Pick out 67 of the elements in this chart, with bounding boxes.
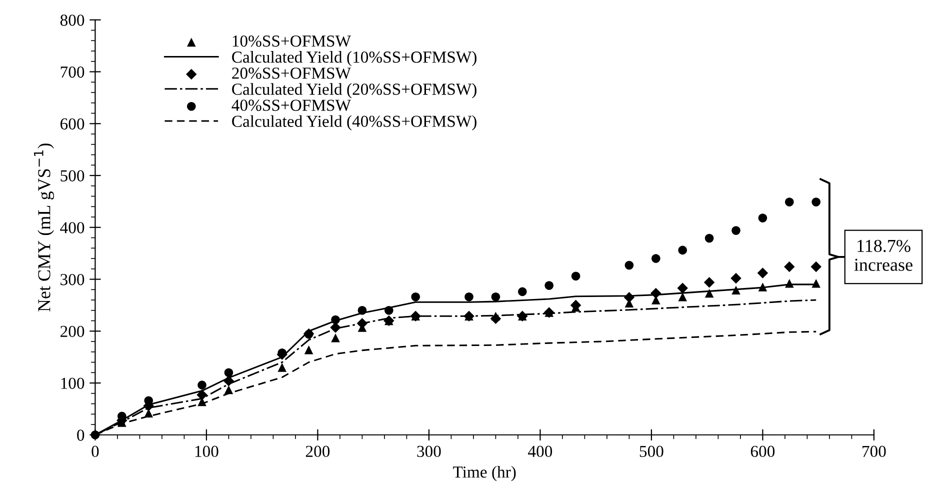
point (624, 292, 635, 303)
x-tick-label: 600 (750, 446, 775, 458)
point (223, 376, 234, 386)
legend-label: 40%SS+OFMSW (232, 100, 351, 111)
legend-label: 20%SS+OFMSW (232, 68, 351, 79)
point (330, 322, 341, 333)
point (411, 292, 420, 302)
legend-label: 10%SS+OFMSW (232, 35, 351, 47)
point (677, 282, 688, 294)
x-tick-label: 400 (528, 446, 552, 458)
point (652, 254, 660, 263)
x-tick-label: 100 (195, 446, 218, 458)
point (784, 279, 794, 288)
point (331, 315, 340, 324)
point (758, 282, 768, 292)
x-tick-label: 0 (92, 446, 99, 458)
point (491, 292, 500, 302)
point (358, 306, 367, 315)
point (650, 288, 662, 299)
point (730, 272, 742, 284)
point (490, 313, 502, 324)
x-axis-title: Time (hr) (453, 466, 516, 482)
point (331, 333, 340, 342)
x-tick-label: 500 (640, 446, 664, 458)
point (518, 287, 527, 296)
point (784, 261, 795, 272)
point (812, 198, 820, 206)
point (544, 281, 554, 290)
x-tick-label: 200 (306, 446, 330, 458)
point (198, 380, 206, 390)
y-tick-label: 600 (60, 118, 84, 130)
point (758, 214, 768, 222)
y-tick-label: 800 (60, 14, 84, 26)
point (304, 330, 314, 339)
point (704, 234, 714, 243)
y-tick-label: 0 (77, 430, 84, 441)
point (384, 306, 394, 315)
point (224, 385, 234, 394)
point (196, 390, 208, 400)
legend-label: Calculated Yield (40%SS+OFMSW) (232, 115, 476, 130)
y-tick-label: 300 (60, 274, 84, 286)
y-tick-label: 200 (60, 326, 84, 338)
x-tick-label: 700 (862, 446, 886, 458)
y-tick-label: 700 (60, 66, 84, 78)
point (571, 272, 580, 281)
point (464, 292, 474, 302)
y-tick-label: 100 (61, 378, 84, 389)
point (678, 246, 687, 255)
point (304, 345, 314, 354)
legend-label: Calculated Yield (20%SS+OFMSW) (232, 83, 476, 98)
y-tick-label: 500 (60, 170, 84, 182)
point (624, 260, 634, 270)
point (224, 368, 234, 378)
point (732, 226, 740, 235)
point (278, 363, 286, 372)
legend-label: Calculated Yield (10%SS+OFMSW) (232, 51, 476, 66)
point (704, 276, 715, 288)
point (810, 261, 822, 272)
y-tick-label: 400 (60, 222, 84, 234)
point (784, 198, 794, 206)
point (704, 288, 714, 298)
y-axis-title: Net CMY (mL gVS$^{−1}$) (34, 144, 54, 312)
point (757, 268, 768, 278)
point (812, 279, 820, 288)
x-tick-label: 300 (417, 446, 441, 458)
point (732, 286, 740, 295)
annotation: 118.7% increase (854, 240, 912, 271)
